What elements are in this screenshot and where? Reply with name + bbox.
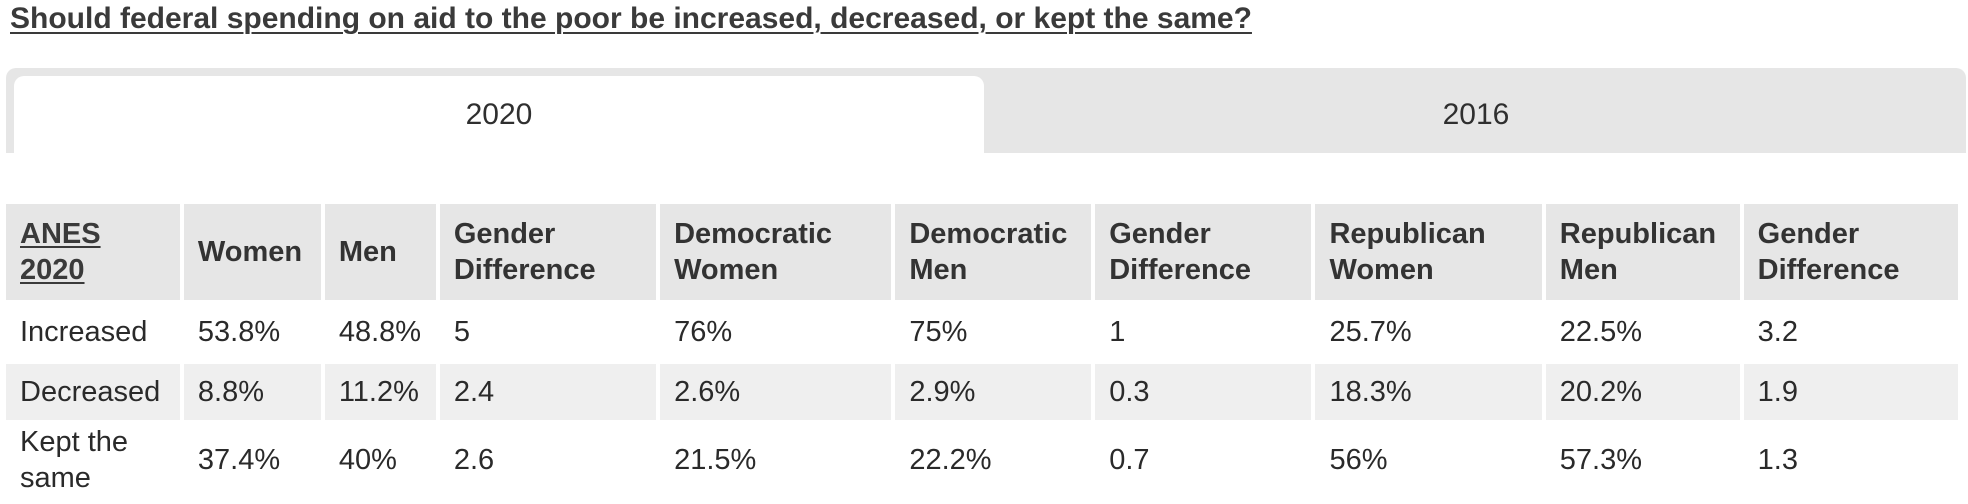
table-cell: 8.8% <box>183 364 321 420</box>
table-cell: 5 <box>439 304 657 360</box>
table-cell: 18.3% <box>1315 364 1542 420</box>
table-row: Increased 53.8% 48.8% 5 76% 75% 1 25.7% … <box>6 304 1958 360</box>
col-header-republican-gender-difference: Gender Difference <box>1743 204 1958 300</box>
tab-2020[interactable]: 2020 <box>14 76 984 153</box>
table-cell: 2.9% <box>895 364 1092 420</box>
table-cell: 2.6% <box>660 364 892 420</box>
table-cell: 3.2 <box>1743 304 1958 360</box>
table-cell: 1 <box>1095 304 1312 360</box>
row-label: Increased <box>6 304 180 360</box>
table-cell: 48.8% <box>324 304 436 360</box>
row-label: Kept the same <box>6 424 180 496</box>
col-header-democratic-men: Democratic Men <box>895 204 1092 300</box>
table-cell: 40% <box>324 424 436 496</box>
table-cell: 0.3 <box>1095 364 1312 420</box>
results-table: ANES 2020 Women Men Gender Difference De… <box>2 200 1962 500</box>
table-cell: 37.4% <box>183 424 321 496</box>
table-cell: 22.2% <box>895 424 1092 496</box>
col-header-republican-women: Republican Women <box>1315 204 1542 300</box>
table-cell: 2.6 <box>439 424 657 496</box>
question-heading: Should federal spending on aid to the po… <box>10 2 1252 35</box>
table-row: Decreased 8.8% 11.2% 2.4 2.6% 2.9% 0.3 1… <box>6 364 1958 420</box>
table-cell: 76% <box>660 304 892 360</box>
table-cell: 1.3 <box>1743 424 1958 496</box>
col-header-gender-difference: Gender Difference <box>439 204 657 300</box>
col-header-republican-men: Republican Men <box>1545 204 1740 300</box>
table-cell: 0.7 <box>1095 424 1312 496</box>
table-cell: 20.2% <box>1545 364 1740 420</box>
table-cell: 22.5% <box>1545 304 1740 360</box>
row-label: Decreased <box>6 364 180 420</box>
header-row: ANES 2020 Women Men Gender Difference De… <box>6 204 1958 300</box>
table-cell: 1.9 <box>1743 364 1958 420</box>
tab-2016[interactable]: 2016 <box>1442 97 1510 131</box>
table-cell: 53.8% <box>183 304 321 360</box>
table-cell: 21.5% <box>660 424 892 496</box>
col-header-democratic-gender-difference: Gender Difference <box>1095 204 1312 300</box>
table-cell: 75% <box>895 304 1092 360</box>
table-cell: 25.7% <box>1315 304 1542 360</box>
col-header-women: Women <box>183 204 321 300</box>
table-cell: 11.2% <box>324 364 436 420</box>
table-cell: 57.3% <box>1545 424 1740 496</box>
table-row: Kept the same 37.4% 40% 2.6 21.5% 22.2% … <box>6 424 1958 496</box>
table-cell: 56% <box>1315 424 1542 496</box>
col-header-democratic-women: Democratic Women <box>660 204 892 300</box>
table-corner-label: ANES 2020 <box>6 204 180 300</box>
year-tabs: 2020 2016 <box>6 68 1966 153</box>
table-cell: 2.4 <box>439 364 657 420</box>
col-header-men: Men <box>324 204 436 300</box>
